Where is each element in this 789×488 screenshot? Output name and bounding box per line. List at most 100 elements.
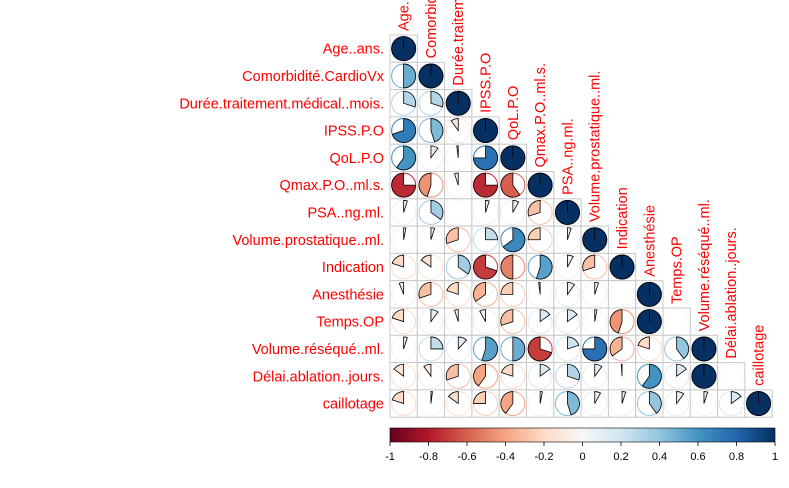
matrix-cell [389, 362, 418, 391]
pie-outline [664, 309, 690, 335]
matrix-cell [580, 280, 609, 309]
pie-outline [718, 363, 744, 389]
pie-slice [538, 281, 541, 295]
pie-slice [481, 336, 498, 362]
pie-slice [567, 336, 580, 350]
pie-slice [648, 391, 662, 414]
pie-slice [500, 172, 521, 198]
column-label: Age..ans. [397, 0, 413, 31]
pie-slice [500, 309, 514, 326]
matrix-cell [416, 116, 446, 145]
pie-slice [430, 200, 444, 221]
colorbar-gradient [389, 427, 776, 443]
pie-slice [418, 172, 432, 198]
matrix-cell [389, 116, 418, 145]
pie-slice [594, 391, 602, 404]
pie-slice [473, 391, 486, 404]
matrix-cell [717, 362, 746, 391]
pie-slice [445, 363, 459, 381]
pie-slice [391, 309, 405, 323]
pie-slice [527, 227, 541, 241]
colorbar-tick-label: 0.4 [652, 451, 667, 463]
matrix-cell [389, 225, 418, 254]
pie-slice [582, 254, 596, 272]
matrix-cell [389, 198, 418, 227]
matrix-cell [553, 334, 582, 364]
pie-slice [445, 227, 459, 244]
column-label: Durée.traitement.médical..mois. [451, 0, 467, 86]
matrix-cell [498, 225, 528, 254]
row-label: Durée.traitement.médical..mois. [179, 96, 384, 112]
matrix-cell [498, 143, 528, 172]
matrix-cell [607, 280, 637, 309]
pie-slice [567, 391, 580, 416]
matrix-cell [444, 89, 473, 118]
pie-slice [527, 336, 553, 362]
colorbar-tick-label: -0.8 [419, 451, 438, 463]
matrix-cell [389, 89, 418, 118]
pie-slice [423, 363, 432, 378]
matrix-cell [471, 389, 500, 418]
matrix-cell [416, 252, 446, 282]
matrix-cell [498, 362, 528, 391]
pie-slice [430, 227, 436, 240]
pie-slice [567, 281, 576, 296]
pie-slice [594, 309, 598, 322]
matrix-cell [389, 334, 418, 364]
row-label: PSA..ng.ml. [307, 205, 384, 221]
matrix-cell [607, 334, 637, 364]
pie-slice [500, 281, 514, 295]
matrix-cell [526, 334, 555, 364]
pie-slice [473, 254, 498, 280]
matrix-cell [444, 198, 473, 227]
matrix-cell [526, 307, 555, 336]
pie-outline [445, 199, 471, 225]
pie-slice [502, 227, 526, 253]
matrix-cell [635, 362, 664, 391]
pie-slice [473, 172, 498, 198]
pie-slice [567, 363, 580, 381]
matrix-cell [389, 61, 418, 91]
matrix-cell [471, 225, 500, 254]
matrix-cell [717, 389, 746, 418]
column-label: Comorbidité.CardioVx [424, 0, 440, 58]
row-label: Temps.OP [316, 315, 384, 331]
matrix-cell [416, 334, 446, 364]
pie-slice [637, 336, 650, 350]
matrix-cell [444, 389, 473, 418]
pie-slice [730, 391, 742, 405]
matrix-cell [635, 389, 664, 418]
pie-slice [430, 391, 433, 404]
row-label: Délai.ablation..jours. [253, 369, 384, 385]
cell-border [717, 362, 746, 391]
cell-border [444, 198, 473, 227]
pie-slice [454, 309, 459, 322]
matrix-cell [471, 252, 500, 282]
matrix-cell [553, 252, 582, 282]
matrix-cell [689, 334, 719, 364]
column-label: QoL.P.O [506, 86, 522, 141]
row-label: Age..ans. [323, 42, 384, 58]
matrix-cell [471, 280, 500, 309]
matrix-cell [498, 280, 528, 309]
pie-slice [609, 309, 623, 334]
colorbar-tick-label: 0.2 [613, 451, 628, 463]
matrix-cell [498, 171, 528, 200]
colorbar-tick-label: -0.2 [535, 451, 554, 463]
pie-slice [485, 227, 498, 241]
pie-slice [479, 309, 486, 322]
pie-slice [703, 391, 709, 404]
column-label: caillotage [752, 325, 768, 386]
colorbar: -1 -0.8 -0.6 -0.4 -0.2 0 0.2 0.4 0.6 0.8 1 [385, 427, 778, 463]
colorbar-tick-label: 0.6 [690, 451, 705, 463]
matrix-cell [526, 362, 555, 391]
matrix-cell [471, 198, 500, 227]
matrix-cell [662, 389, 691, 418]
colorbar-tick-label: -1 [385, 451, 395, 463]
pie-slice [403, 90, 417, 108]
matrix-cell [389, 34, 418, 63]
pie-slice [456, 145, 459, 158]
pie-slice [512, 200, 520, 213]
matrix-cell [662, 362, 691, 391]
